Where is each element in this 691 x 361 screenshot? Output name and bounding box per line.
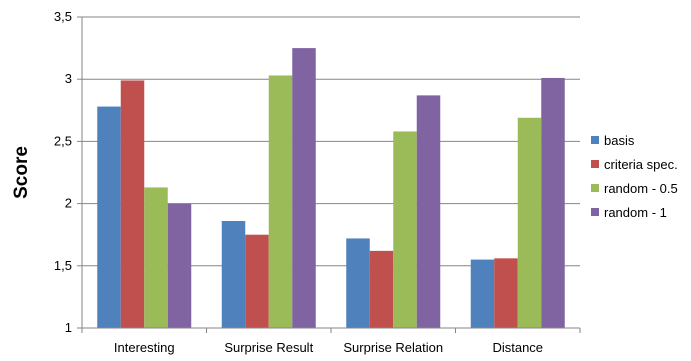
bar	[517, 117, 542, 328]
legend-swatch	[591, 160, 599, 168]
y-tick-label: 3,5	[54, 9, 72, 24]
x-tick-label: Surprise Relation	[343, 340, 443, 355]
bar	[268, 75, 293, 328]
bar	[393, 131, 417, 328]
legend-swatch	[591, 184, 599, 192]
legend-swatch	[591, 136, 599, 144]
y-tick-label: 1,5	[54, 258, 72, 273]
x-tick-label: Distance	[492, 340, 543, 355]
bar	[541, 77, 565, 329]
bar	[144, 187, 168, 328]
legend-label: criteria spec.	[604, 157, 678, 172]
legend-swatch	[591, 208, 599, 216]
x-tick-label: Surprise Result	[224, 340, 313, 355]
axes	[77, 16, 581, 333]
bar	[245, 234, 269, 328]
legend: basis criteria spec. random - 0.5 random - …	[591, 133, 678, 220]
bar	[167, 203, 192, 328]
bar	[369, 250, 394, 328]
bars	[97, 48, 565, 329]
legend-label: random - 0.5	[604, 181, 678, 196]
bar	[470, 259, 495, 328]
bar	[494, 258, 518, 328]
x-tick-label: Interesting	[114, 340, 175, 355]
y-tick-labels: 1 1,5 2 2,5 3 3,5	[54, 9, 72, 335]
bar	[416, 95, 441, 328]
y-tick-label: 1	[65, 320, 72, 335]
y-axis-label: Score	[11, 146, 32, 199]
bar	[346, 238, 370, 328]
bar	[221, 221, 246, 328]
x-tick-labels: Interesting Surprise Result Surprise Relat…	[114, 340, 543, 355]
bar	[120, 80, 145, 328]
y-tick-label: 3	[65, 71, 72, 86]
legend-label: random - 1	[604, 205, 667, 220]
y-tick-label: 2	[65, 196, 72, 211]
y-tick-label: 2,5	[54, 133, 72, 148]
bar	[97, 106, 121, 329]
legend-label: basis	[604, 133, 635, 148]
bar	[292, 48, 316, 328]
